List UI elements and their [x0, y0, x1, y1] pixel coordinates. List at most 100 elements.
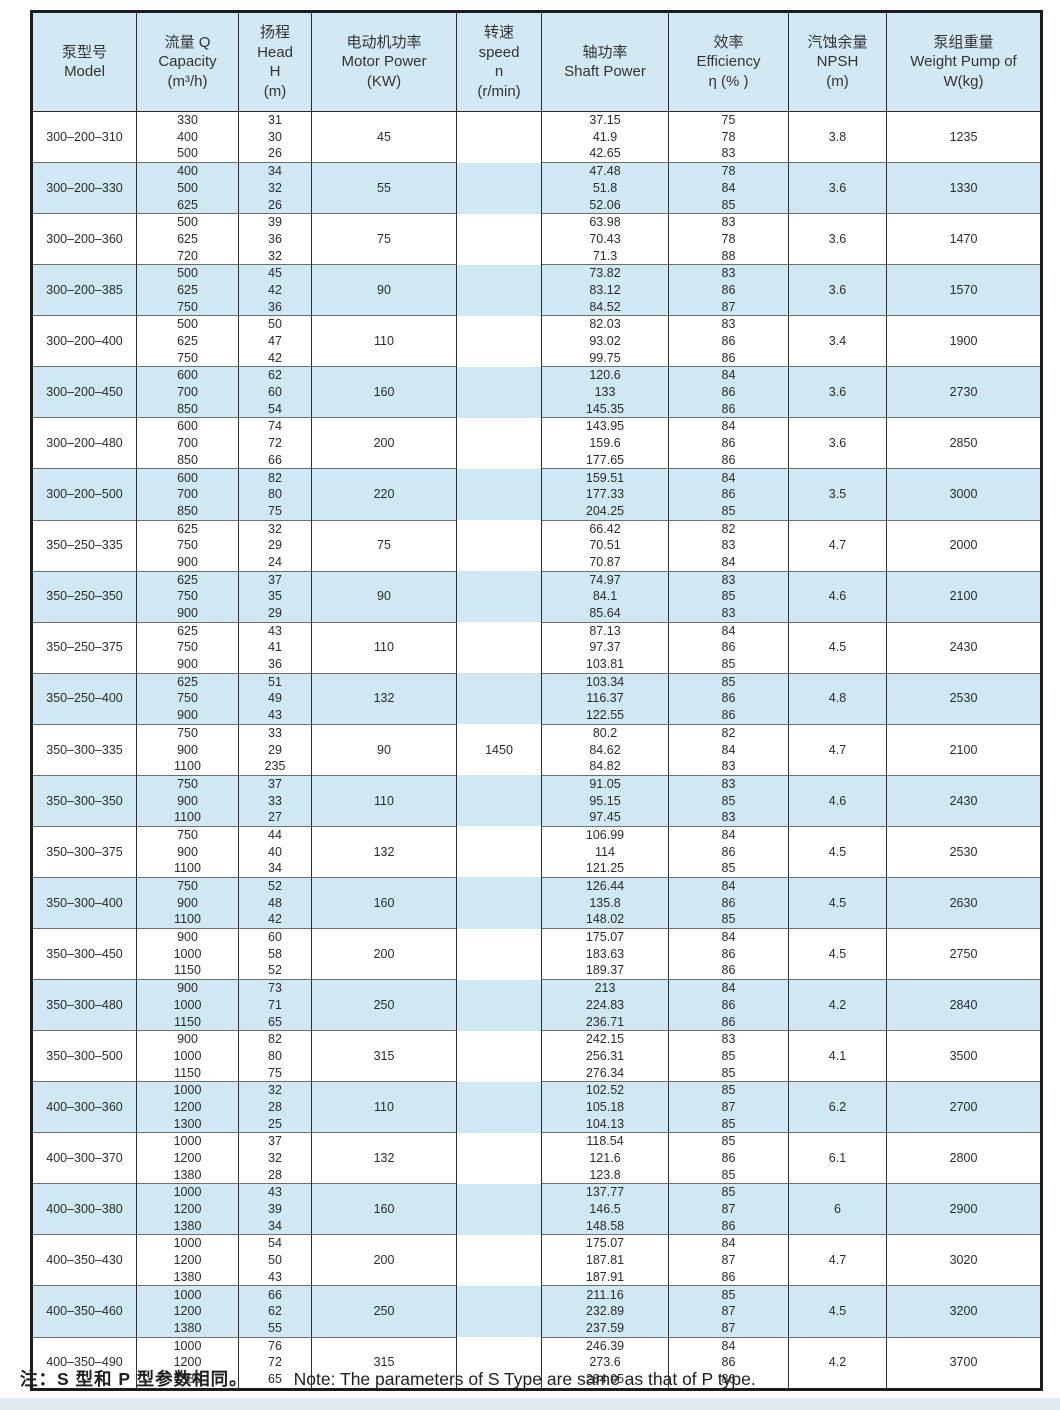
header-line: 泵组重量: [933, 33, 994, 51]
head-cell: 62: [238, 1303, 312, 1320]
shaft-power-cell: 91.05: [541, 774, 669, 793]
capacity-cell: 700: [136, 435, 239, 452]
header-line: 泵型号: [61, 43, 107, 61]
shaft-power-cell: 70.51: [541, 537, 669, 554]
capacity-cell: 1380: [136, 1217, 239, 1235]
header-line: 转速: [483, 24, 514, 41]
header-line: 流量 Q: [164, 33, 211, 51]
efficiency-cell: 86: [668, 1268, 789, 1286]
efficiency-cell: 85: [668, 1115, 789, 1133]
head-cell: 60: [238, 927, 312, 946]
shaft-power-cell: 148.58: [541, 1217, 669, 1235]
capacity-cell: 1000: [136, 1132, 239, 1150]
shaft-power-cell: 106.99: [541, 825, 669, 844]
model-cell: 400–350–490: [31, 1336, 137, 1390]
head-cell: 58: [238, 945, 312, 963]
npsh-cell: 3.6: [788, 213, 887, 265]
capacity-cell: 500: [136, 315, 239, 333]
efficiency-cell: 84: [668, 876, 789, 895]
npsh-cell: 6: [788, 1183, 887, 1235]
head-cell: 50: [238, 315, 312, 333]
head-cell: 71: [238, 996, 312, 1014]
efficiency-cell: 86: [668, 1370, 789, 1390]
efficiency-cell: 84: [668, 927, 789, 946]
capacity-cell: 1200: [136, 1149, 239, 1167]
head-cell: 54: [238, 400, 312, 418]
weight-cell: 1470: [886, 213, 1042, 265]
head-cell: 34: [238, 162, 312, 180]
speed-cell: [456, 775, 542, 827]
head-cell: 44: [238, 825, 312, 844]
efficiency-cell: 86: [668, 451, 789, 469]
head-cell: 33: [238, 723, 312, 742]
speed-cell: [456, 673, 542, 725]
shaft-power-cell: 80.2: [541, 723, 669, 742]
shaft-power-cell: 85.64: [541, 604, 669, 623]
shaft-power-cell: 148.02: [541, 911, 669, 929]
efficiency-cell: 84: [668, 1336, 789, 1355]
capacity-cell: 1380: [136, 1166, 239, 1184]
shaft-power-cell: 143.95: [541, 417, 669, 436]
shaft-power-cell: 246.39: [541, 1336, 669, 1355]
shaft-power-cell: 51.8: [541, 179, 669, 197]
shaft-power-cell: 224.83: [541, 996, 669, 1014]
npsh-cell: 4.8: [788, 672, 887, 725]
shaft-power-cell: 103.34: [541, 672, 669, 691]
header-line: W(kg): [943, 72, 984, 90]
shaft-power-cell: 145.35: [541, 400, 669, 418]
speed-cell: [456, 264, 542, 316]
weight-cell: 2750: [886, 927, 1042, 980]
weight-cell: 2630: [886, 876, 1042, 929]
capacity-cell: 625: [136, 570, 239, 589]
header-line: Motor Power: [341, 53, 427, 71]
motor-power-cell: 220: [311, 468, 457, 520]
head-cell: 235: [238, 758, 312, 776]
motor-power-cell: 110: [311, 621, 457, 674]
capacity-cell: 900: [136, 656, 239, 674]
shaft-power-cell: 236.71: [541, 1013, 669, 1031]
efficiency-cell: 84: [668, 417, 789, 436]
efficiency-cell: 83: [668, 604, 789, 623]
efficiency-cell: 83: [668, 758, 789, 776]
capacity-cell: 1000: [136, 1234, 239, 1253]
capacity-cell: 900: [136, 604, 239, 623]
head-cell: 76: [238, 1336, 312, 1355]
column-header-shaft: 轴功率 Shaft Power: [541, 11, 669, 112]
efficiency-cell: 84: [668, 366, 789, 384]
footnote-en: Note: The parameters of S Type are same …: [293, 1369, 756, 1389]
shaft-power-cell: 118.54: [541, 1132, 669, 1150]
npsh-cell: 4.5: [788, 825, 887, 878]
table-body: 300–200–310 330 31 45 37.15 75 3.8 1235 400 30 41.…: [31, 110, 1042, 1390]
efficiency-cell: 83: [668, 774, 789, 793]
efficiency-cell: 75: [668, 110, 789, 129]
header-line: (m³/h): [167, 72, 208, 90]
shaft-power-cell: 99.75: [541, 349, 669, 367]
capacity-cell: 1000: [136, 1336, 239, 1355]
efficiency-cell: 86: [668, 435, 789, 452]
column-header-speed: 转速 speed n (r/min): [456, 11, 542, 112]
shaft-power-cell: 273.6: [541, 1354, 669, 1371]
head-cell: 32: [238, 1081, 312, 1099]
efficiency-cell: 86: [668, 639, 789, 656]
efficiency-cell: 84: [668, 621, 789, 640]
speed-cell: [456, 366, 542, 418]
efficiency-cell: 84: [668, 1234, 789, 1253]
efficiency-cell: 86: [668, 690, 789, 708]
head-cell: 42: [238, 349, 312, 367]
efficiency-cell: 84: [668, 979, 789, 997]
header-line: 汽蚀余量: [807, 33, 868, 51]
head-cell: 29: [238, 741, 312, 759]
npsh-cell: 3.4: [788, 315, 887, 367]
weight-cell: 2800: [886, 1132, 1042, 1184]
header-line: Shaft Power: [564, 63, 646, 80]
motor-power-cell: 250: [311, 979, 457, 1031]
efficiency-cell: 84: [668, 179, 789, 197]
header-line: (m): [826, 72, 849, 90]
efficiency-cell: 86: [668, 996, 789, 1014]
capacity-cell: 850: [136, 502, 239, 520]
efficiency-cell: 86: [668, 962, 789, 980]
capacity-cell: 750: [136, 537, 239, 554]
head-cell: 41: [238, 639, 312, 656]
npsh-cell: 4.5: [788, 621, 887, 674]
head-cell: 74: [238, 417, 312, 436]
